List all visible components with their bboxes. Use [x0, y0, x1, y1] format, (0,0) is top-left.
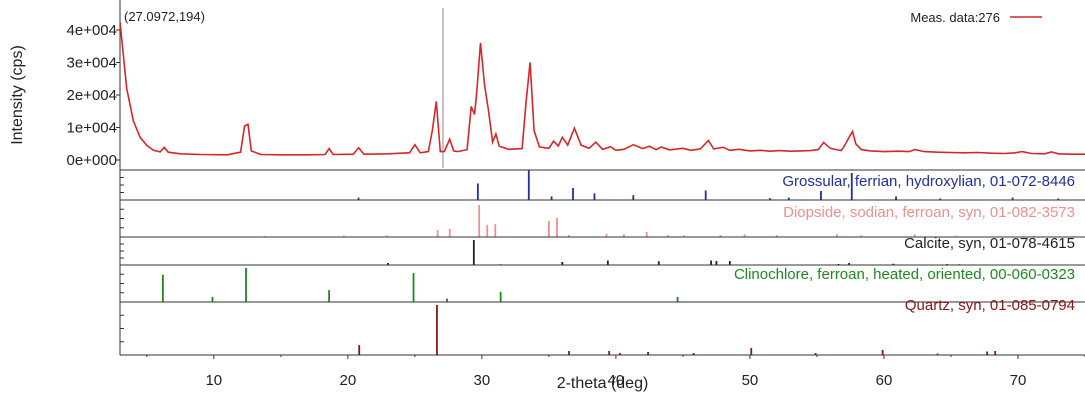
y-tick-label: 4e+004 — [67, 22, 117, 39]
x-tick-label: 60 — [876, 372, 893, 389]
x-tick-label: 10 — [205, 372, 222, 389]
y-axis-label: Intensity (cps) — [9, 45, 26, 145]
reference-phase-label: Clinochlore, ferroan, heated, oriented, … — [734, 266, 1075, 283]
y-tick-label: 1e+004 — [67, 120, 117, 137]
x-tick-label: 50 — [742, 372, 759, 389]
x-tick-label: 40 — [608, 372, 625, 389]
y-tick-label: 2e+004 — [67, 87, 117, 104]
x-tick-label: 20 — [340, 372, 357, 389]
y-tick-label: 3e+004 — [67, 55, 117, 72]
x-tick-label: 30 — [474, 372, 491, 389]
reference-phase-label: Quartz, syn, 01-085-0794 — [905, 297, 1075, 314]
x-tick-label: 70 — [1010, 372, 1027, 389]
reference-phase-label: Grossular, ferrian, hydroxylian, 01-072-… — [782, 173, 1075, 190]
reference-phase-label: Diopside, sodian, ferroan, syn, 01-082-3… — [783, 204, 1075, 221]
legend-label: Meas. data:276 — [910, 10, 1000, 25]
reference-phase-label: Calcite, syn, 01-078-4615 — [904, 235, 1075, 252]
measured-data-line — [120, 21, 1085, 156]
x-axis-label: 2-theta (deg) — [557, 375, 649, 392]
y-tick-label: 0e+000 — [67, 152, 117, 169]
cursor-readout: (27.0972,194) — [124, 9, 205, 24]
